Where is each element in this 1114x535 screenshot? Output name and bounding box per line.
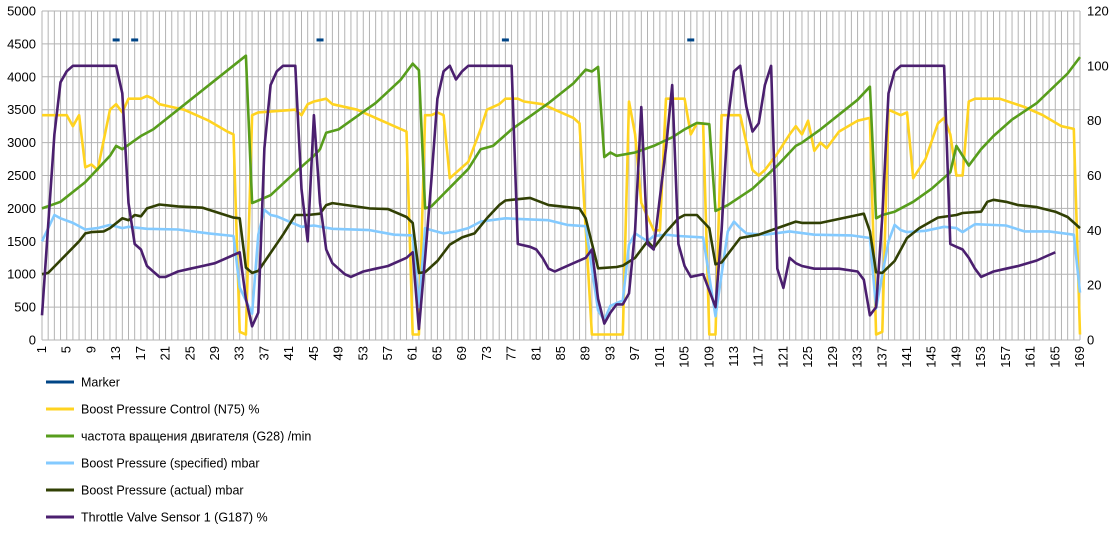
x-tick-label: 121 bbox=[775, 346, 790, 368]
x-tick-label: 137 bbox=[874, 346, 889, 368]
x-tick-label: 45 bbox=[306, 346, 321, 360]
x-tick-label: 25 bbox=[182, 346, 197, 360]
x-tick-label: 5 bbox=[59, 346, 74, 353]
x-tick-label: 157 bbox=[998, 346, 1013, 368]
x-tick-label: 9 bbox=[83, 346, 98, 353]
x-tick-label: 165 bbox=[1047, 346, 1062, 368]
y-right-tick-label: 0 bbox=[1087, 333, 1094, 348]
legend-label: Marker bbox=[81, 376, 120, 390]
y-right-tick-label: 40 bbox=[1087, 223, 1101, 238]
x-tick-label: 37 bbox=[256, 346, 271, 360]
x-tick-label: 125 bbox=[800, 346, 815, 368]
y-right-tick-label: 100 bbox=[1087, 58, 1109, 73]
y-left-tick-label: 2500 bbox=[7, 168, 36, 183]
x-tick-label: 77 bbox=[504, 346, 519, 360]
legend: Marker Boost Pressure Control (N75) % част… bbox=[46, 376, 311, 525]
y-left-tick-label: 4000 bbox=[7, 69, 36, 84]
x-tick-label: 89 bbox=[578, 346, 593, 360]
series-5-line bbox=[40, 64, 1056, 331]
x-tick-label: 105 bbox=[677, 346, 692, 368]
x-tick-label: 133 bbox=[850, 346, 865, 368]
x-tick-label: 85 bbox=[553, 346, 568, 360]
x-tick-label: 61 bbox=[405, 346, 420, 360]
x-tick-label: 73 bbox=[479, 346, 494, 360]
y-left-tick-label: 500 bbox=[14, 300, 36, 315]
legend-label: Throttle Valve Sensor 1 (G187) % bbox=[81, 511, 268, 525]
y-left-tick-label: 4500 bbox=[7, 36, 36, 51]
series-4-line bbox=[41, 196, 1081, 276]
y-right-tick-label: 60 bbox=[1087, 168, 1101, 183]
y-right-tick-label: 120 bbox=[1087, 4, 1109, 19]
series-lines bbox=[40, 38, 1082, 336]
x-tick-label: 113 bbox=[726, 346, 741, 367]
x-tick-label: 33 bbox=[232, 346, 247, 360]
x-tick-label: 65 bbox=[429, 346, 444, 360]
y-left-tick-label: 3000 bbox=[7, 135, 36, 150]
x-tick-label: 1 bbox=[34, 346, 49, 353]
series-1-line bbox=[42, 94, 1082, 336]
x-tick-label: 69 bbox=[454, 346, 469, 360]
y-right-tick-label: 20 bbox=[1087, 278, 1101, 293]
x-tick-label: 21 bbox=[158, 346, 173, 360]
x-tick-label: 129 bbox=[825, 346, 840, 368]
x-tick-label: 57 bbox=[380, 346, 395, 360]
x-tick-label: 101 bbox=[652, 346, 667, 368]
y-left-tick-label: 3500 bbox=[7, 102, 36, 117]
y-right-tick-label: 80 bbox=[1087, 113, 1101, 128]
x-tick-label: 41 bbox=[281, 346, 296, 360]
x-tick-label: 117 bbox=[751, 346, 766, 367]
x-axis-ticks: 1 5 9 13 17 21 25 29 33 37 41 45 49 53 57 61 65 69 73 77 81 8… bbox=[34, 346, 1087, 368]
gridlines bbox=[41, 10, 1081, 341]
x-tick-label: 109 bbox=[701, 346, 716, 368]
y-left-tick-label: 5000 bbox=[7, 4, 36, 19]
y-left-tick-label: 1500 bbox=[7, 234, 36, 249]
x-tick-label: 145 bbox=[924, 346, 939, 368]
y-axis-left-ticks: 0 500 1000 1500 2000 2500 3000 3500 4000 4500 5000 bbox=[7, 4, 36, 348]
x-tick-label: 49 bbox=[331, 346, 346, 360]
y-left-tick-label: 1000 bbox=[7, 267, 36, 282]
y-left-tick-label: 0 bbox=[29, 333, 36, 348]
x-tick-label: 161 bbox=[1023, 346, 1038, 368]
legend-label: частота вращения двигателя (G28) /min bbox=[81, 430, 311, 444]
series-2-line bbox=[41, 54, 1082, 220]
x-tick-label: 93 bbox=[602, 346, 617, 360]
x-tick-label: 141 bbox=[899, 346, 914, 368]
x-tick-label: 169 bbox=[1072, 346, 1087, 368]
x-tick-label: 149 bbox=[948, 346, 963, 368]
x-tick-label: 153 bbox=[973, 346, 988, 368]
legend-label: Boost Pressure (specified) mbar bbox=[81, 457, 260, 471]
x-tick-label: 97 bbox=[627, 346, 642, 360]
x-tick-label: 81 bbox=[528, 346, 543, 360]
legend-label: Boost Pressure (actual) mbar bbox=[81, 484, 244, 498]
x-tick-label: 13 bbox=[108, 346, 123, 360]
y-left-tick-label: 2000 bbox=[7, 201, 36, 216]
y-axis-right-ticks: 0 20 40 60 80 100 120 bbox=[1087, 4, 1109, 348]
legend-label: Boost Pressure Control (N75) % bbox=[81, 403, 260, 417]
x-tick-label: 53 bbox=[355, 346, 370, 360]
x-tick-label: 17 bbox=[133, 346, 148, 360]
x-tick-label: 29 bbox=[207, 346, 222, 360]
